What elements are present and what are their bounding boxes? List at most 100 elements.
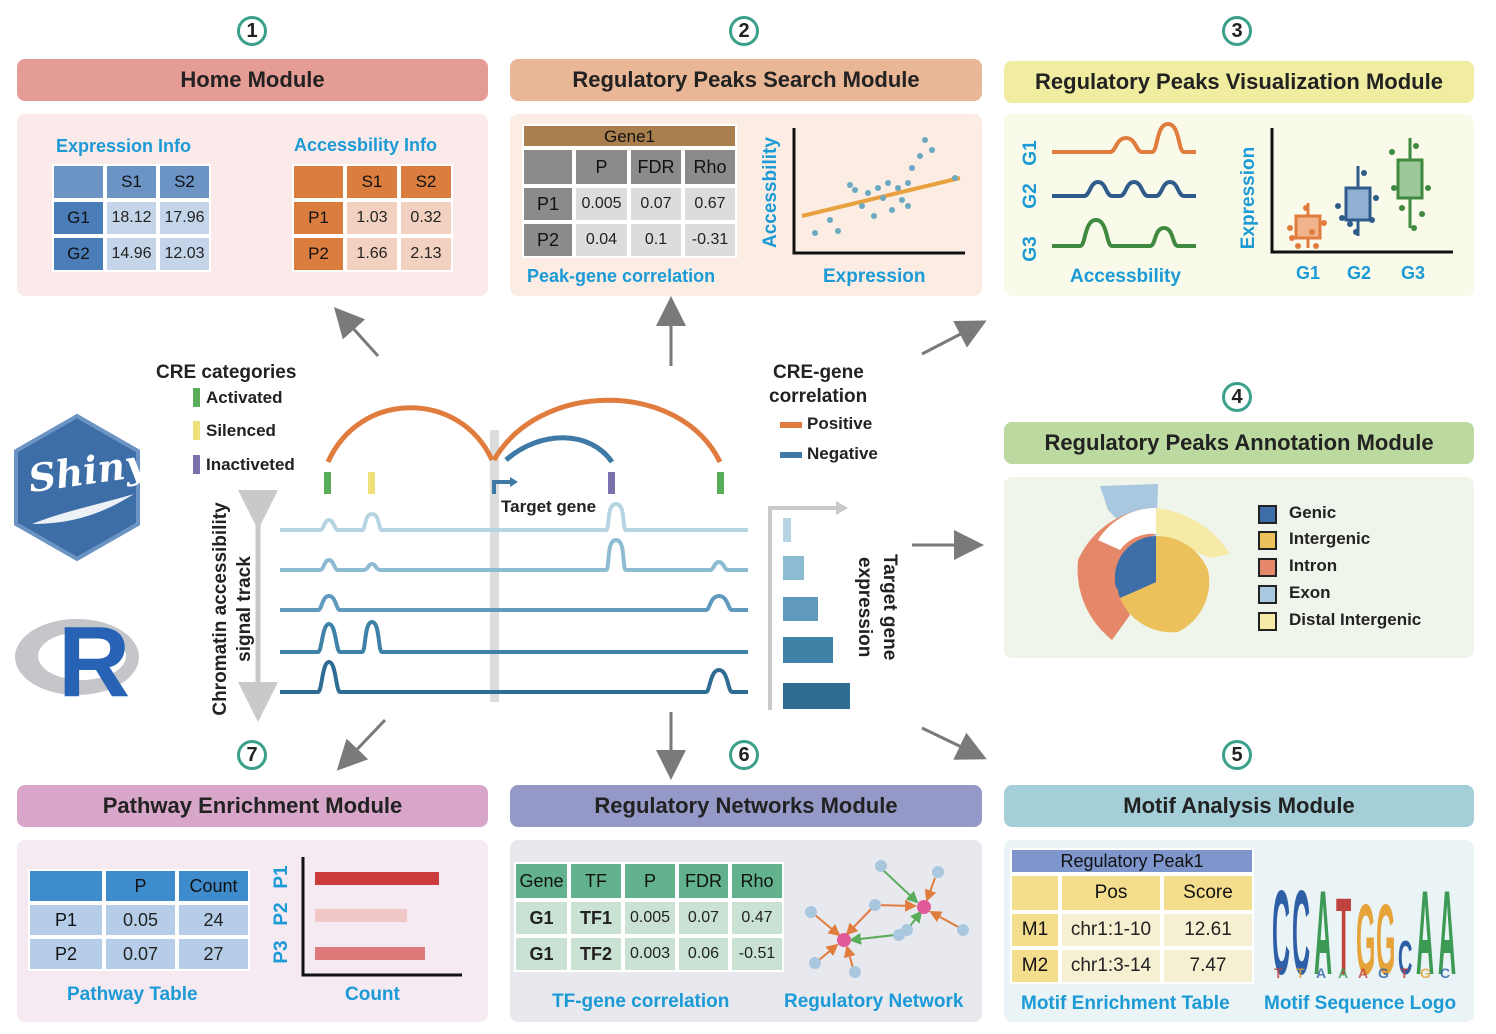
motif-corner: [1010, 874, 1060, 912]
corr-swatch-positive: [780, 422, 802, 428]
net-cell: 0.005: [623, 900, 677, 936]
logo-letter-c1: C: [1272, 867, 1290, 1000]
motif-cell: 12.61: [1162, 912, 1254, 948]
net-col-header: Rho: [730, 862, 784, 900]
acc-corner: [292, 164, 345, 200]
arrow-to-pathway: [336, 718, 387, 771]
legend-label-distal-intergenic: Distal Intergenic: [1289, 610, 1422, 629]
motif-col-header: Score: [1162, 874, 1254, 912]
track-xlabel: Accessbility: [1070, 266, 1181, 287]
pathway-row-header: P1: [28, 903, 104, 937]
net-cell: G1: [514, 936, 569, 972]
acc-cell: 1.03: [345, 200, 399, 236]
target-gene-label: Target gene: [501, 497, 597, 516]
acc-cell: 0.32: [399, 200, 453, 236]
regulatory-network-graph: [805, 860, 969, 978]
home-module-header[interactable]: Home Module: [17, 59, 488, 101]
legend-swatch-intron: [1258, 558, 1277, 577]
box-group-g2: G2: [1347, 263, 1372, 283]
annotation-module-header[interactable]: Regulatory Peaks Annotation Module: [1004, 422, 1474, 464]
expression-info-title: Expression Info: [56, 136, 192, 156]
acc-row-header: P1: [292, 200, 345, 236]
accessibility-tracks: [1052, 121, 1196, 248]
scatter-plot: [792, 128, 965, 255]
box-plot: [1270, 128, 1453, 254]
motif-cell: 7.47: [1162, 948, 1254, 984]
logo-letter-c2: C: [1292, 867, 1310, 1000]
acc-row-header: P2: [292, 236, 345, 272]
pathway-module-header[interactable]: Pathway Enrichment Module: [17, 785, 488, 827]
motif-table-caption: Motif Enrichment Table: [1021, 993, 1230, 1014]
cre-swatch-silenced: [193, 421, 200, 440]
logo-minor-letter: G: [1378, 965, 1389, 981]
motif-cell: chr1:1-10: [1060, 912, 1162, 948]
expr-cell: 14.96: [105, 236, 158, 272]
cre-label-inactivated: Inactiveted: [206, 455, 295, 474]
acc-cell: 1.66: [345, 236, 399, 272]
motif-row-header: M2: [1010, 948, 1060, 984]
visualization-module-header[interactable]: Regulatory Peaks Visualization Module: [1004, 61, 1474, 103]
expr-col-header: S1: [105, 164, 158, 200]
net-cell: -0.51: [730, 936, 784, 972]
net-cell: 0.07: [677, 900, 730, 936]
motif-row-header: M1: [1010, 912, 1060, 948]
search-module-header[interactable]: Regulatory Peaks Search Module: [510, 59, 982, 101]
module-number-4: 4: [1222, 382, 1252, 412]
pathway-cell: 0.07: [104, 937, 177, 971]
module-number-1: 1: [237, 16, 267, 46]
logo-letter-g2: G: [1376, 885, 1395, 996]
pathway-cell: 0.05: [104, 903, 177, 937]
pathway-bar-p1: [315, 872, 439, 885]
arrow-to-motif: [921, 726, 987, 760]
target-expression-label-1: Target gene: [879, 554, 900, 661]
motif-sequence-logo: C C A T G G C A A T T A A A G T G C: [1272, 867, 1456, 1000]
pathway-cell: 24: [177, 903, 250, 937]
expr-cell: 17.96: [158, 200, 211, 236]
motif-col-header: Pos: [1060, 874, 1162, 912]
logo-minor-letter: T: [1400, 965, 1409, 981]
pathway-col-header: Count: [177, 869, 250, 903]
module-number-6: 6: [729, 740, 759, 770]
r-logo[interactable]: [10, 612, 145, 712]
target-expression-label-2: expression: [854, 557, 875, 658]
cre-swatch-inactivated: [193, 455, 200, 474]
visualization-panel: [1004, 114, 1474, 296]
logo-letter-c3: C: [1398, 931, 1412, 985]
pathway-table-caption: Pathway Table: [67, 984, 198, 1005]
search-row-header: P2: [522, 222, 574, 258]
gene-header: Gene1: [522, 124, 737, 148]
pathway-corner: [28, 869, 104, 903]
search-col-header: FDR: [629, 148, 683, 186]
expr-row-header: G2: [52, 236, 105, 272]
legend-label-intergenic: Intergenic: [1289, 529, 1371, 548]
search-cell: 0.005: [574, 186, 629, 222]
r-logo-letter: R: [58, 606, 131, 718]
shiny-logo[interactable]: [12, 413, 142, 562]
net-cell: 0.06: [677, 936, 730, 972]
motif-module-header[interactable]: Motif Analysis Module: [1004, 785, 1474, 827]
pathway-bar-p2: [315, 909, 407, 922]
net-cell: TF1: [569, 900, 623, 936]
corr-label-negative: Negative: [807, 444, 878, 463]
expr-bar-1: [783, 518, 791, 542]
logo-letter-t: T: [1336, 875, 1351, 998]
legend-swatch-exon: [1258, 585, 1277, 604]
cre-label-activated: Activated: [206, 388, 283, 407]
pathway-bar-p3: [315, 947, 425, 960]
legend-label-genic: Genic: [1289, 503, 1337, 522]
search-row-header: P1: [522, 186, 574, 222]
box-group-g3: G3: [1401, 263, 1426, 283]
motif-cell: chr1:3-14: [1060, 948, 1162, 984]
expr-corner: [52, 164, 105, 200]
tf-gene-caption: TF-gene correlation: [552, 991, 730, 1012]
corr-swatch-negative: [780, 452, 802, 458]
network-module-header[interactable]: Regulatory Networks Module: [510, 785, 982, 827]
accessibility-info-title: Accessbility Info: [294, 135, 438, 155]
legend-label-intron: Intron: [1289, 556, 1338, 575]
network-caption: Regulatory Network: [784, 991, 964, 1012]
net-col-header: FDR: [677, 862, 730, 900]
pathway-cell: 27: [177, 937, 250, 971]
logo-letter-a1: A: [1314, 867, 1332, 1000]
pathway-bar-caption: Count: [345, 984, 400, 1005]
pathway-bar-chart: [301, 857, 462, 977]
